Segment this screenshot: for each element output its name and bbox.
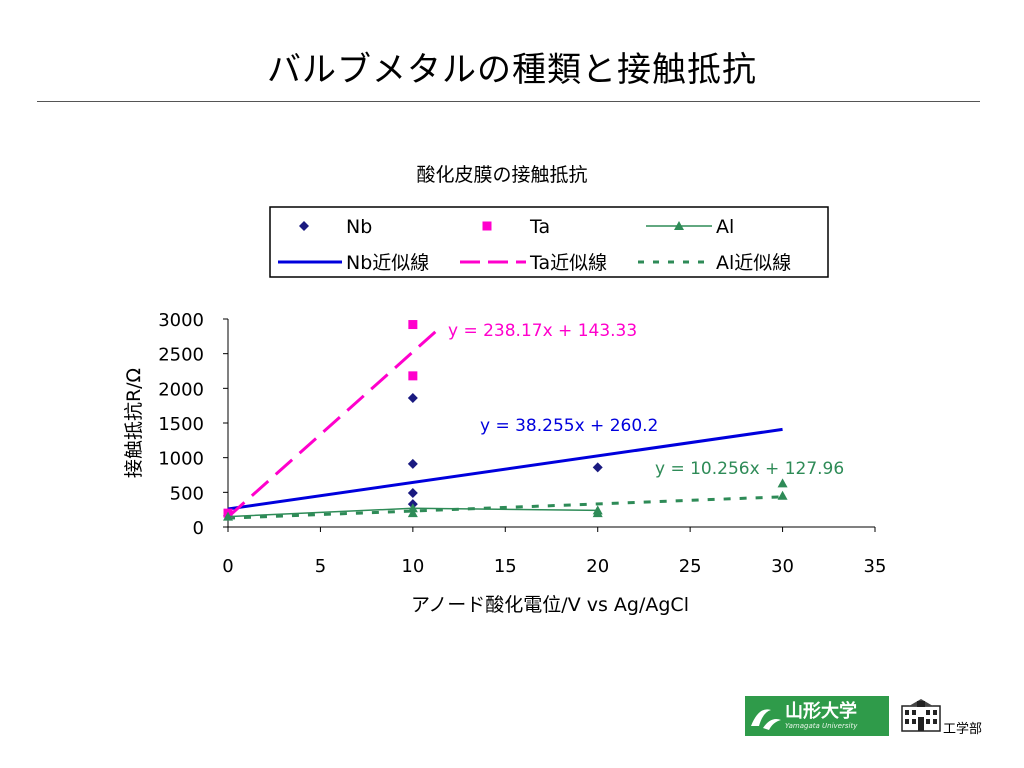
y-tick-label: 1000 <box>158 449 204 470</box>
trendline-equation: y = 38.255x + 260.2 <box>480 416 658 436</box>
legend-swatch <box>482 221 492 231</box>
x-tick-label: 35 <box>864 556 887 577</box>
legend-item: Al <box>646 216 734 238</box>
building-icon <box>901 698 941 732</box>
data-point <box>592 462 603 473</box>
legend-item: Nb <box>299 216 372 238</box>
trendline-equation: y = 238.17x + 143.33 <box>448 321 637 341</box>
legend-label: Al <box>716 216 734 238</box>
y-tick-label: 3000 <box>158 310 204 331</box>
trendlines <box>227 326 783 520</box>
logo-mark-icon <box>745 696 785 736</box>
title-divider <box>37 101 980 102</box>
legend-label: Al近似線 <box>716 252 791 274</box>
data-point <box>407 488 418 499</box>
trendline <box>227 326 442 519</box>
department-label: 工学部 <box>943 722 983 737</box>
y-tick-label: 0 <box>193 518 204 539</box>
legend-item: Nb近似線 <box>278 252 429 274</box>
legend-swatch <box>299 221 309 231</box>
data-point <box>407 503 418 513</box>
x-axis: 0 5 10 15 20 25 30 35 <box>222 526 887 577</box>
data-point <box>407 458 418 469</box>
y-axis-label: 接触抵抗R/Ω <box>123 368 145 478</box>
chart-title: 酸化皮膜の接触抵抗 <box>416 164 587 186</box>
y-tick-label: 1500 <box>158 414 204 435</box>
legend-label: Nb <box>346 216 372 238</box>
trendline-equations: y = 38.255x + 260.2 y = 238.17x + 143.33 y… <box>448 321 844 479</box>
x-tick-label: 0 <box>222 556 233 577</box>
data-point <box>408 320 418 330</box>
data-series <box>223 320 788 521</box>
legend-item: Ta <box>482 216 550 238</box>
y-tick-label: 2000 <box>158 379 204 400</box>
legend-frame <box>269 206 829 278</box>
trendline-equation: y = 10.256x + 127.96 <box>655 459 844 479</box>
chart-legend: Nb Ta Al Nb近似線 Ta近似線 Al近似線 <box>269 206 829 278</box>
y-axis: 0 500 1000 1500 2000 2500 3000 <box>158 310 229 539</box>
legend-item: Ta近似線 <box>460 252 607 274</box>
data-point <box>592 508 603 518</box>
x-axis-label: アノード酸化電位/V vs Ag/AgCl <box>411 594 689 616</box>
y-tick-label: 2500 <box>158 345 204 366</box>
legend-label: Nb近似線 <box>346 252 429 274</box>
university-name-en: Yamagata University <box>785 721 858 730</box>
trendline <box>227 427 783 511</box>
university-name: 山形大学 <box>785 700 857 722</box>
x-tick-label: 10 <box>401 556 424 577</box>
x-tick-label: 20 <box>586 556 609 577</box>
data-point <box>407 508 418 518</box>
data-point <box>777 478 788 488</box>
legend-swatch-marker <box>674 221 684 230</box>
data-point <box>408 371 418 381</box>
legend-item: Al近似線 <box>638 252 791 274</box>
university-logo: 山形大学 Yamagata University <box>745 696 889 736</box>
trendline <box>227 495 783 520</box>
y-tick-label: 500 <box>170 483 204 504</box>
data-point <box>407 393 418 404</box>
legend-label: Ta <box>529 216 550 238</box>
data-point <box>223 511 233 521</box>
slide-title: バルブメタルの種類と接触抵抗 <box>267 50 757 90</box>
x-tick-label: 15 <box>494 556 517 577</box>
x-tick-label: 30 <box>771 556 794 577</box>
legend-label: Ta近似線 <box>529 252 607 274</box>
x-tick-label: 5 <box>315 556 326 577</box>
x-tick-label: 25 <box>679 556 702 577</box>
data-point <box>777 490 788 500</box>
